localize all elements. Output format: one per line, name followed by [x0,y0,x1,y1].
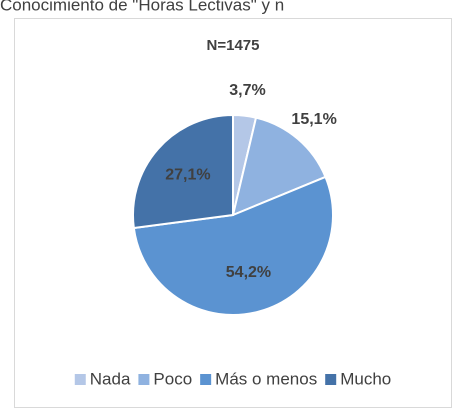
pie-slice [132,175,334,316]
data-label: 15,1% [291,111,336,128]
chart-subtitle: N=1475 [207,37,260,54]
legend-swatch [74,374,86,385]
pie-slice [231,116,327,217]
legend-swatch [138,374,150,385]
legend-label: Poco [153,369,192,388]
data-label: 27,1% [165,167,210,184]
chart-title: Conocimiento de "Horas Lectivas" y n [0,0,284,14]
legend-swatch [200,374,212,385]
legend-label: Mucho [340,369,391,388]
legend-swatch [325,374,337,385]
legend-label: Nada [90,369,131,388]
legend-label: Más o menos [215,369,317,388]
pie-slice [132,113,234,230]
data-label: 3,7% [229,82,265,99]
data-label: 54,2% [226,264,271,281]
